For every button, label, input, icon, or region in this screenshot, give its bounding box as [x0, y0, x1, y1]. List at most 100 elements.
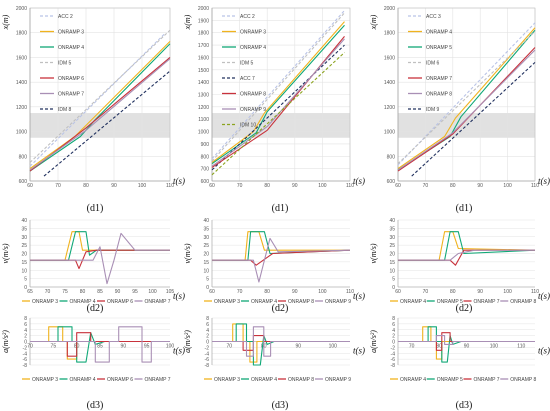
y-tick-label: 2000 — [16, 6, 27, 12]
x-tick-label: 70 — [423, 289, 429, 295]
legend-label: IDM 10 — [240, 123, 256, 129]
legend-label: ONRAMP 4 — [426, 30, 452, 36]
x-tick-label: 70 — [27, 344, 33, 350]
y-tick-label: 4 — [206, 328, 209, 334]
y-tick-label: 20 — [389, 252, 395, 258]
x-tick-label: 90 — [477, 289, 483, 295]
x-axis-label: t(s) — [173, 346, 185, 356]
y-tick-label: 40 — [21, 218, 27, 224]
x-axis-label: t(s) — [353, 291, 365, 301]
y-tick-label: 600 — [19, 179, 28, 185]
y-tick-label: 2000 — [384, 6, 395, 12]
y-tick-label: 25 — [203, 243, 209, 249]
x-tick-label: 60 — [395, 289, 401, 295]
x-tick-label: 70 — [237, 289, 243, 295]
series-line — [211, 12, 345, 162]
series-line — [212, 237, 351, 283]
x-tick-label: 110 — [517, 344, 525, 350]
legend-label: ONRAMP 7 — [58, 92, 84, 98]
x-tick-label: 65 — [27, 289, 33, 295]
y-tick-label: 1200 — [16, 105, 27, 111]
x-tick-label: 60 — [209, 183, 215, 189]
x-tick-label: 110 — [346, 183, 354, 189]
y-tick-label: 5 — [24, 277, 27, 283]
legend-label: ONRAMP 4 — [58, 45, 84, 51]
x-tick-label: 90 — [464, 344, 470, 350]
x-axis-label: t(s) — [353, 176, 365, 186]
legend-label: ONRAMP 9 — [325, 299, 351, 305]
y-tick-label: 2 — [206, 334, 209, 340]
legend-label: ONRAMP 8 — [426, 92, 452, 98]
series-line — [398, 335, 535, 345]
y-tick-label: 2000 — [198, 6, 209, 12]
series-line — [29, 58, 171, 171]
y-tick-label: 0 — [392, 340, 395, 346]
panel-caption: (d1) — [456, 203, 473, 214]
legend-label: ACC 7 — [240, 76, 255, 82]
x-axis-label: t(s) — [538, 346, 550, 356]
y-tick-label: 1400 — [198, 80, 209, 86]
legend-label: ONRAMP 3 — [58, 30, 84, 36]
series-line — [211, 38, 345, 167]
y-tick-label: 15 — [389, 260, 395, 266]
y-tick-label: -6 — [205, 357, 210, 363]
legend-label: ONRAMP 8 — [240, 92, 266, 98]
x-tick-label: 110 — [166, 183, 174, 189]
y-tick-label: 20 — [203, 252, 209, 258]
series-line — [398, 231, 536, 261]
series-line — [30, 249, 170, 270]
legend-label: ONRAMP 7 — [426, 76, 452, 82]
y-tick-label: 30 — [203, 235, 209, 241]
panel-caption: (d3) — [456, 400, 473, 411]
x-tick-label: 90 — [295, 344, 301, 350]
y-tick-label: 1600 — [16, 55, 27, 61]
x-tick-label: 90 — [111, 183, 117, 189]
series-line — [211, 52, 345, 176]
legend-label: ONRAMP 8 — [510, 377, 536, 383]
y-tick-label: 10 — [203, 268, 209, 274]
y-tick-label: 1000 — [384, 130, 395, 136]
legend-label: ONRAMP 4 — [251, 377, 277, 383]
series-line — [212, 326, 350, 357]
x-tick-label: 110 — [531, 183, 539, 189]
y-tick-label: 1700 — [198, 43, 209, 49]
chart-panel-v-left: 0 5 10 15 20 25 30 35 40 65 70 75 80 85 90 95 100 105 ONRA… — [1, 218, 185, 314]
y-tick-label: -4 — [23, 351, 28, 357]
y-tick-label: 15 — [21, 260, 27, 266]
y-tick-label: 5 — [206, 277, 209, 283]
x-tick-label: 70 — [55, 183, 61, 189]
y-tick-label: -2 — [205, 345, 210, 351]
merge-zone-band — [212, 113, 350, 138]
y-tick-label: 1300 — [198, 93, 209, 99]
y-tick-label: 35 — [389, 226, 395, 232]
series-line — [398, 249, 535, 261]
series-line — [30, 231, 170, 261]
x-tick-label: 80 — [80, 289, 86, 295]
y-tick-label: -6 — [391, 357, 396, 363]
x-tick-label: 75 — [62, 289, 68, 295]
series-line — [411, 61, 536, 177]
legend-label: ONRAMP 4 — [251, 299, 277, 305]
y-tick-label: 1900 — [198, 18, 209, 24]
series-line — [397, 47, 536, 172]
y-tick-label: 900 — [201, 142, 210, 148]
x-axis-label: t(s) — [538, 291, 550, 301]
y-tick-label: 0 — [206, 285, 209, 291]
y-axis-label: v(m/s) — [183, 243, 192, 263]
y-axis-label: a(m/s²) — [369, 330, 378, 353]
legend-label: ONRAMP 4 — [70, 377, 96, 383]
y-tick-label: 1100 — [198, 117, 209, 123]
x-tick-label: 60 — [27, 183, 33, 189]
y-axis-label: x(m) — [183, 14, 192, 30]
y-tick-label: 4 — [24, 328, 27, 334]
x-tick-label: 75 — [51, 344, 57, 350]
chart-panel-x-middle: 600 700 800 900 1000 1100 1200 1300 1400 1500 1600… — [183, 6, 365, 214]
x-axis-label: t(s) — [538, 176, 550, 186]
series-line — [211, 21, 345, 163]
y-tick-label: 1000 — [198, 130, 209, 136]
legend-label: ONRAMP 4 — [240, 45, 266, 51]
y-tick-label: 8 — [24, 316, 27, 322]
legend-label: ONRAMP 3 — [214, 377, 240, 383]
